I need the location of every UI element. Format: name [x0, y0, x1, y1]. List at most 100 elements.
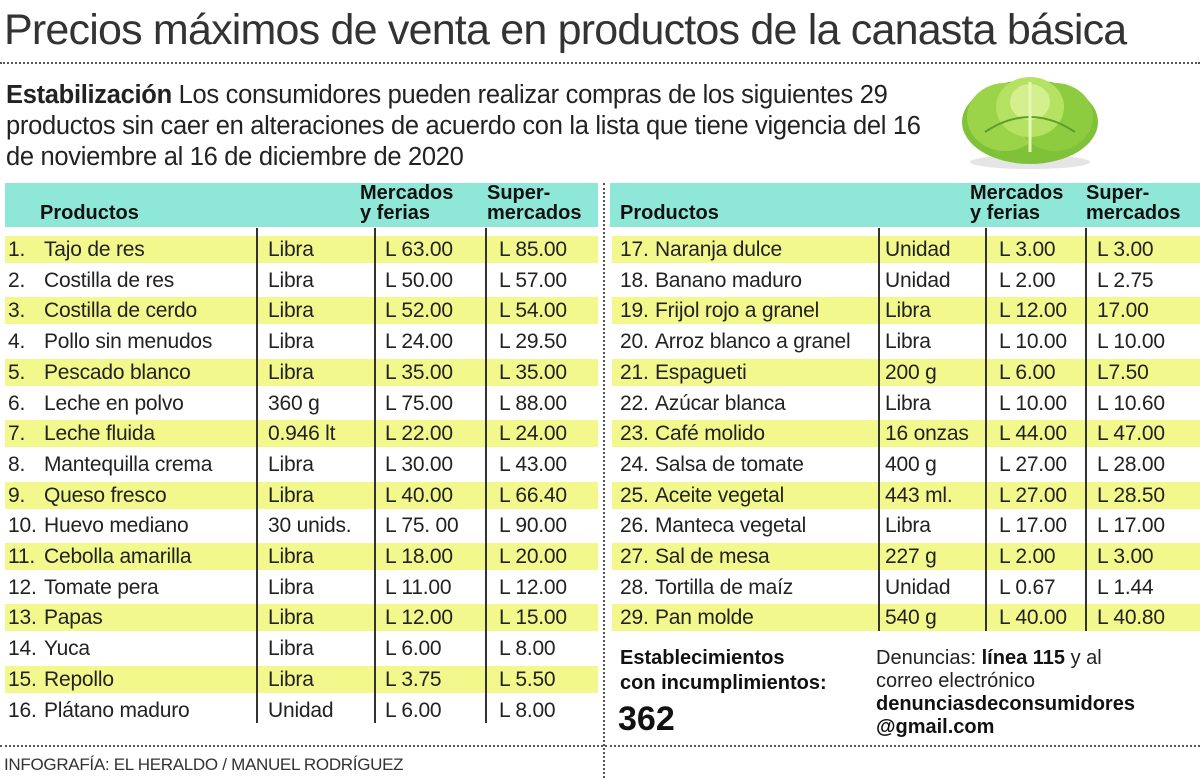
cell-num: 14.: [8, 637, 37, 661]
table-row: 25. Aceite vegetal 443 ml. L 27.00 L 28.50: [612, 481, 1200, 509]
cell-super: L 3.00: [1097, 238, 1154, 261]
cell-num: 26.: [620, 514, 649, 538]
header-markets-1: Mercados: [360, 182, 454, 204]
cell-product: Cebolla amarilla: [44, 545, 192, 568]
cell-unit: Libra: [885, 514, 931, 538]
cell-unit: 360 g: [268, 391, 320, 415]
cell-unit: 200 g: [885, 360, 937, 384]
table-row: 15. Repollo Libra L 3.75 L 5.50: [5, 665, 598, 693]
table-row: 16. Plátano maduro Unidad L 6.00 L 8.00: [5, 697, 598, 724]
cell-super: L 54.00: [499, 299, 567, 323]
cell-num: 17.: [620, 238, 649, 261]
cell-product: Tomate pera: [44, 575, 159, 599]
cell-super: L 57.00: [499, 268, 567, 292]
cell-unit: 0.946 lt: [268, 422, 336, 446]
table-row: 24. Salsa de tomate 400 g L 27.00 L 28.00: [612, 451, 1200, 478]
cell-num: 8.: [8, 452, 26, 476]
column-divider: [878, 228, 880, 631]
table-row: 12. Tomate pera Libra L 11.00 L 12.00: [5, 574, 598, 601]
cell-num: 7.: [8, 422, 26, 446]
cell-product: Leche fluida: [44, 422, 155, 446]
cell-markets: L 0.67: [999, 575, 1056, 599]
cell-markets: L 22.00: [385, 422, 453, 446]
table-row: 6. Leche en polvo 360 g L 75.00 L 88.00: [5, 390, 598, 417]
cell-super: L 28.00: [1097, 452, 1165, 476]
cell-product: Arroz blanco a granel: [655, 330, 851, 354]
table-row: 13. Papas Libra L 12.00 L 15.00: [5, 604, 598, 632]
cell-unit: Libra: [268, 606, 314, 630]
cell-unit: Libra: [268, 452, 314, 476]
cell-product: Manteca vegetal: [655, 514, 807, 538]
cell-unit: Unidad: [885, 238, 951, 261]
cell-num: 6.: [8, 391, 26, 415]
establishments-count: 362: [618, 700, 675, 738]
cell-unit: Libra: [268, 360, 314, 384]
cell-num: 19.: [620, 299, 649, 323]
cell-super: L 3.00: [1097, 545, 1154, 568]
cell-super: L 24.00: [499, 422, 567, 446]
cell-product: Costilla de cerdo: [44, 299, 198, 323]
cell-markets: L 40.00: [385, 483, 453, 507]
table-row: 28. Tortilla de maíz Unidad L 0.67 L 1.44: [612, 574, 1200, 601]
cell-super: L 10.00: [1097, 330, 1165, 354]
table-row: 4. Pollo sin menudos Libra L 24.00 L 29.50: [5, 328, 598, 355]
cell-super: L 90.00: [499, 514, 567, 538]
cell-unit: Libra: [885, 391, 931, 415]
divider: [603, 183, 605, 778]
cell-product: Banano maduro: [655, 268, 802, 292]
cell-product: Sal de mesa: [655, 545, 770, 568]
table-row: 26. Manteca vegetal Libra L 17.00 L 17.00: [612, 512, 1200, 539]
cell-markets: L 3.00: [999, 238, 1056, 261]
column-divider: [374, 228, 376, 723]
cell-product: Costilla de res: [44, 268, 175, 292]
cell-num: 25.: [620, 483, 649, 507]
table-row: 3. Costilla de cerdo Libra L 52.00 L 54.00: [5, 297, 598, 325]
cell-unit: Unidad: [268, 698, 334, 722]
cell-product: Papas: [44, 606, 103, 630]
cell-markets: L 27.00: [999, 452, 1067, 476]
cell-super: L 66.40: [499, 483, 567, 507]
cell-super: L 8.00: [499, 698, 556, 722]
cell-super: L 85.00: [499, 238, 567, 261]
cell-super: L 10.60: [1097, 391, 1165, 415]
cell-unit: Unidad: [885, 575, 951, 599]
cell-super: L 2.75: [1097, 268, 1154, 292]
cell-num: 20.: [620, 330, 649, 354]
cell-markets: L 63.00: [385, 238, 453, 261]
complaints-phone: línea 115: [981, 647, 1066, 669]
cell-markets: L 50.00: [385, 268, 453, 292]
cell-unit: Libra: [268, 238, 314, 261]
cell-markets: L 6.00: [385, 637, 442, 661]
table-row: 1. Tajo de res Libra L 63.00 L 85.00: [5, 236, 598, 263]
cell-super: L 29.50: [499, 330, 567, 354]
cell-unit: Libra: [268, 299, 314, 323]
cell-markets: L 24.00: [385, 330, 453, 354]
complaints-prefix: Denuncias:: [876, 647, 982, 669]
cell-unit: 16 onzas: [885, 422, 969, 446]
cell-product: Plátano maduro: [44, 698, 190, 722]
table-row: 11. Cebolla amarilla Libra L 18.00 L 20.00: [5, 543, 598, 570]
cell-markets: L 11.00: [385, 575, 452, 599]
cell-markets: L 52.00: [385, 299, 453, 323]
cell-markets: L 27.00: [999, 483, 1067, 507]
cell-unit: Libra: [268, 483, 314, 507]
cell-markets: L 2.00: [999, 545, 1056, 568]
header-products: Productos: [620, 202, 719, 224]
cell-product: Queso fresco: [44, 483, 167, 507]
cell-markets: L 3.75: [385, 667, 442, 691]
cell-markets: L 12.00: [999, 299, 1067, 323]
credit: INFOGRAFÍA: EL HERALDO / MANUEL RODRÍGUE…: [4, 755, 404, 774]
cell-unit: Libra: [268, 575, 314, 599]
cell-super: L 8.00: [499, 637, 556, 661]
cell-product: Pollo sin menudos: [44, 330, 213, 354]
header-markets-2: y ferias: [360, 202, 431, 224]
cell-num: 24.: [620, 452, 649, 476]
complaints-email-1: denunciasdeconsumidores: [876, 693, 1135, 715]
cell-unit: 443 ml.: [885, 483, 953, 507]
cell-product: Café molido: [655, 422, 765, 446]
header-markets-1: Mercados: [970, 182, 1064, 204]
intro-lead: Estabilización: [6, 81, 172, 109]
table-row: 10. Huevo mediano 30 unids. L 75. 00 L 90.00: [5, 512, 598, 539]
column-divider: [485, 228, 487, 723]
cell-super: L7.50: [1097, 360, 1149, 384]
